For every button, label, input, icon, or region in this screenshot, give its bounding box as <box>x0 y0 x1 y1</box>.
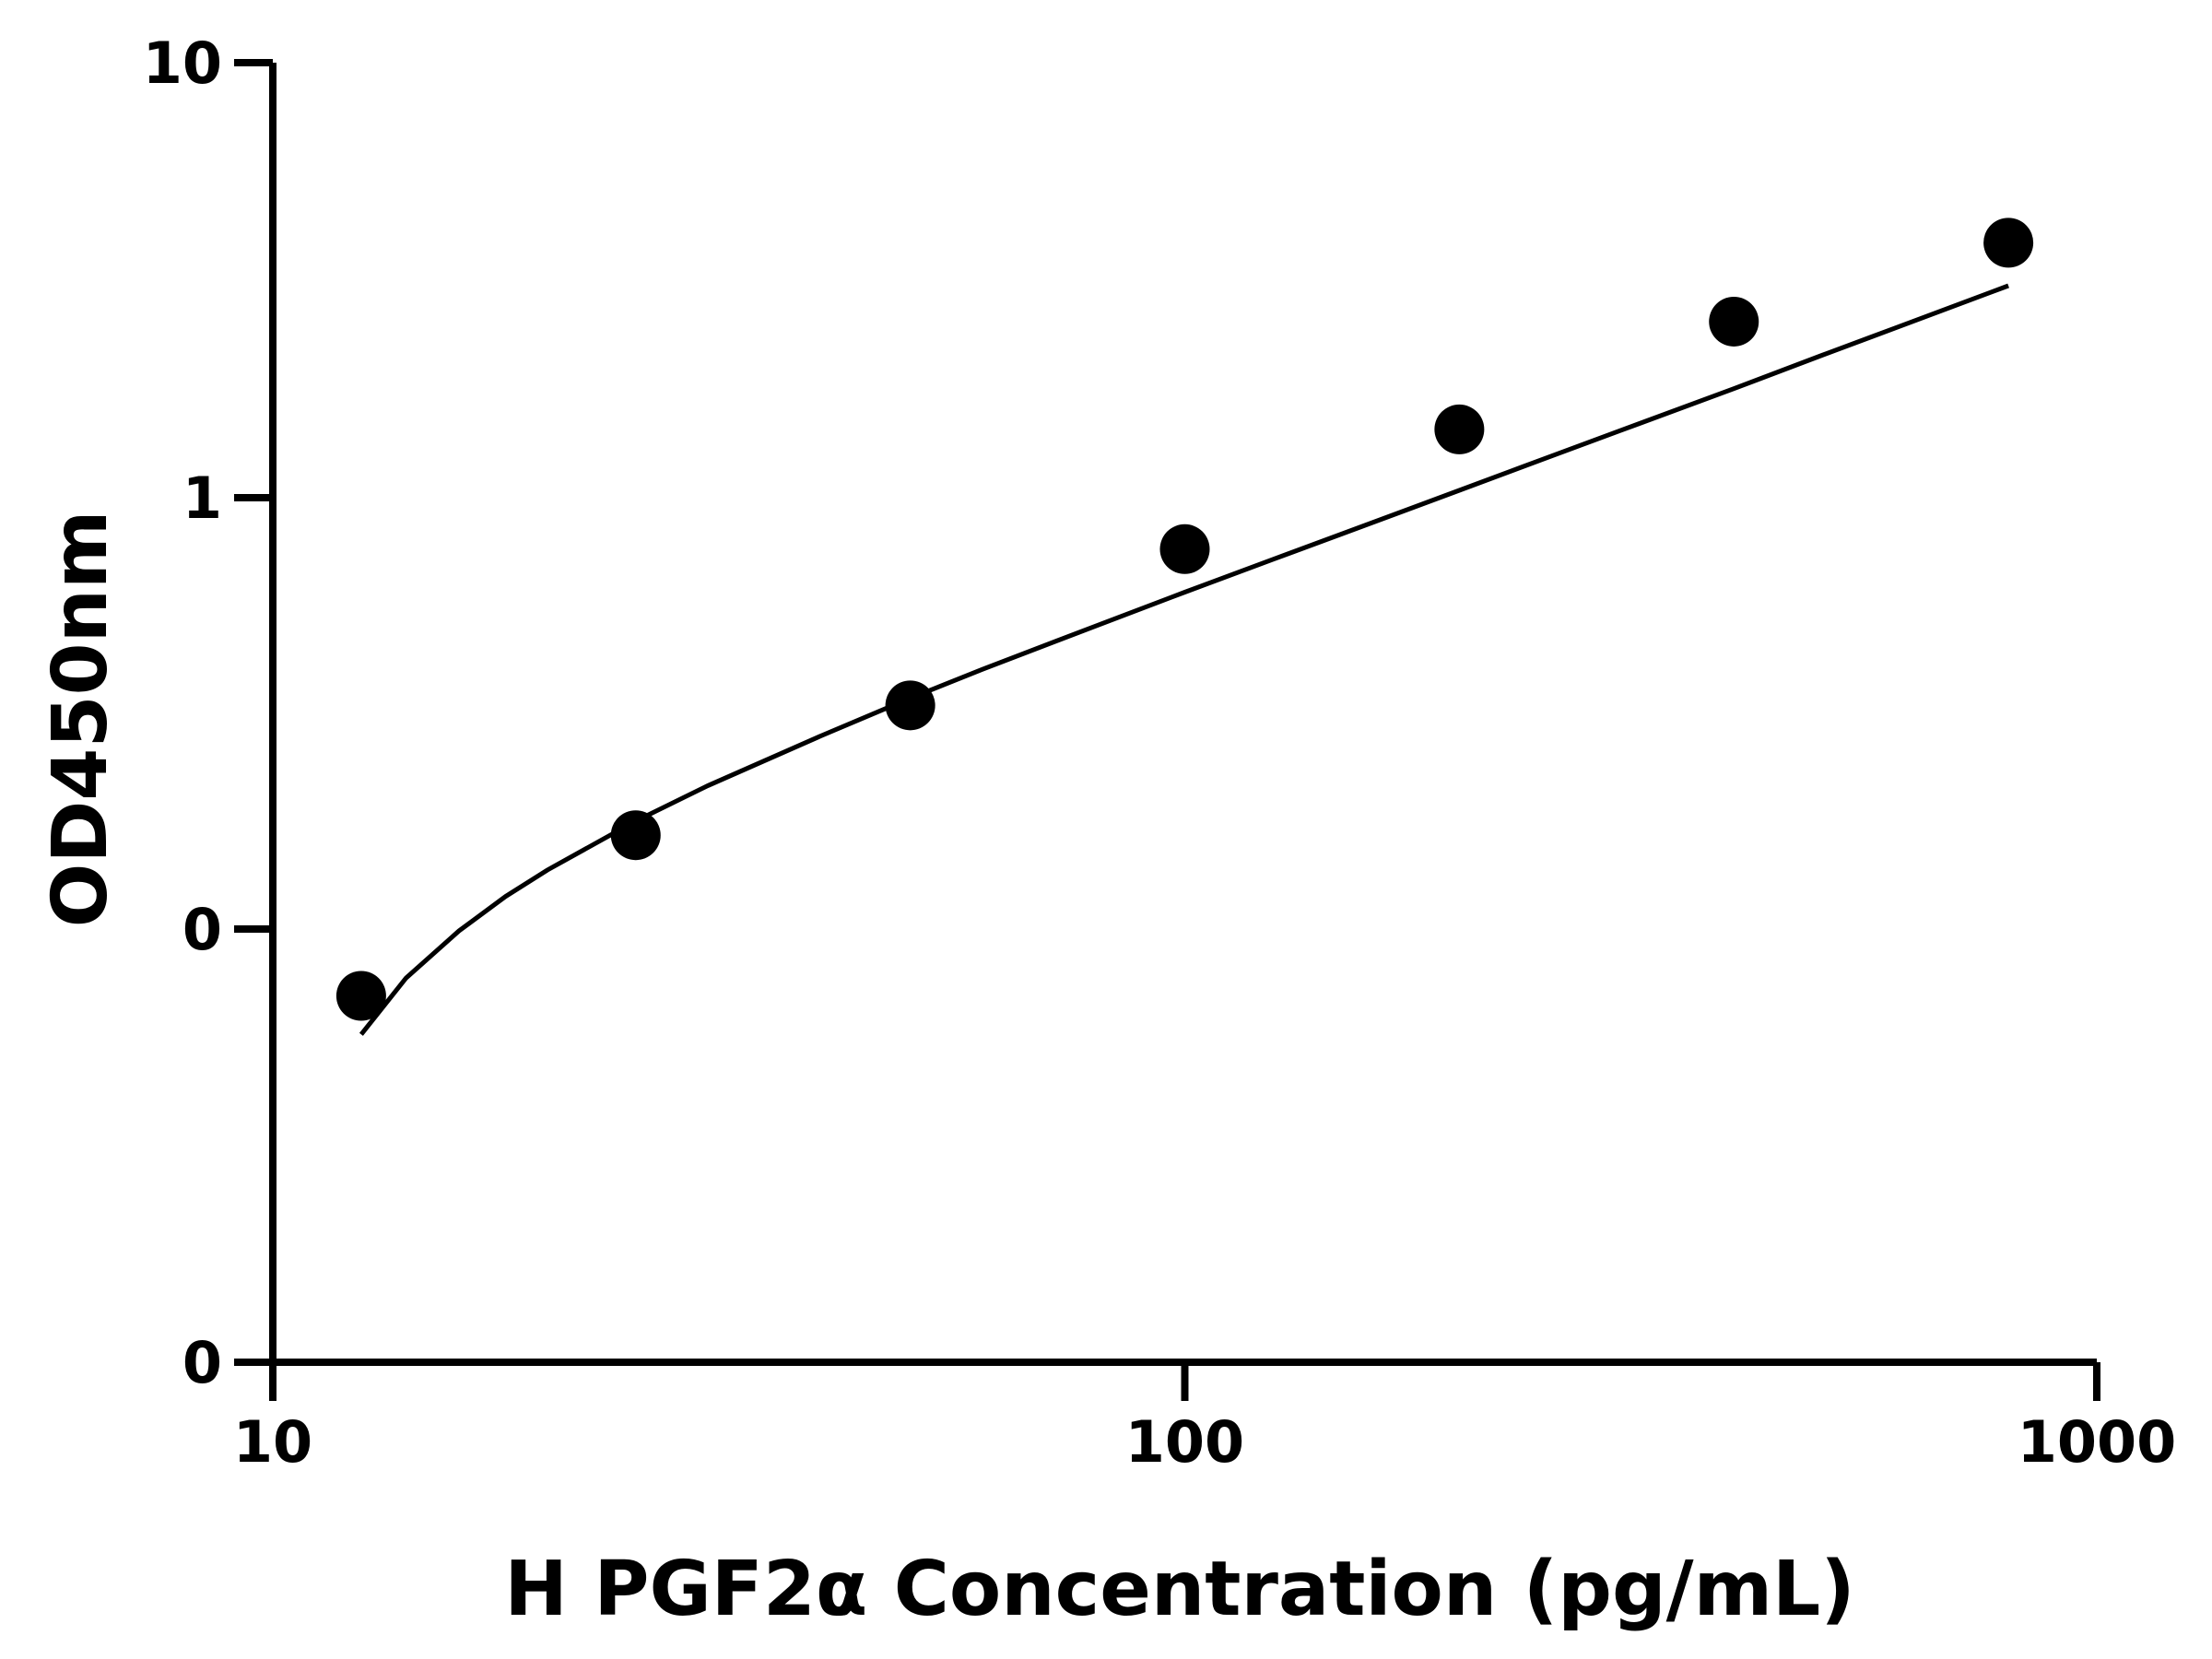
data-point <box>1709 296 1759 347</box>
y-tick-label: 0 <box>182 1329 222 1396</box>
fit-curve <box>359 283 2009 1036</box>
y-axis-title: OD450nm <box>37 511 124 928</box>
data-points <box>335 218 2034 1021</box>
data-point <box>1434 404 1485 454</box>
x-axis-title: H PGF2α Concentration (pg/mL) <box>504 1546 1855 1633</box>
data-point <box>885 680 935 731</box>
x-tick-label: 10 <box>233 1408 312 1476</box>
y-tick-label: 10 <box>143 29 222 97</box>
data-point <box>610 810 661 861</box>
y-tick-label: 1 <box>182 465 222 532</box>
axes <box>234 59 2100 1401</box>
data-point <box>1983 218 2034 268</box>
data-point <box>335 971 386 1021</box>
tick-labels: 0 0 1 10 10 100 1000 <box>143 29 2177 1476</box>
data-point <box>1159 524 1210 574</box>
y-tick-label: 0 <box>182 896 222 963</box>
x-tick-label: 1000 <box>2018 1408 2177 1476</box>
x-tick-label: 100 <box>1125 1408 1244 1476</box>
fit-curve-group <box>359 283 2009 1036</box>
